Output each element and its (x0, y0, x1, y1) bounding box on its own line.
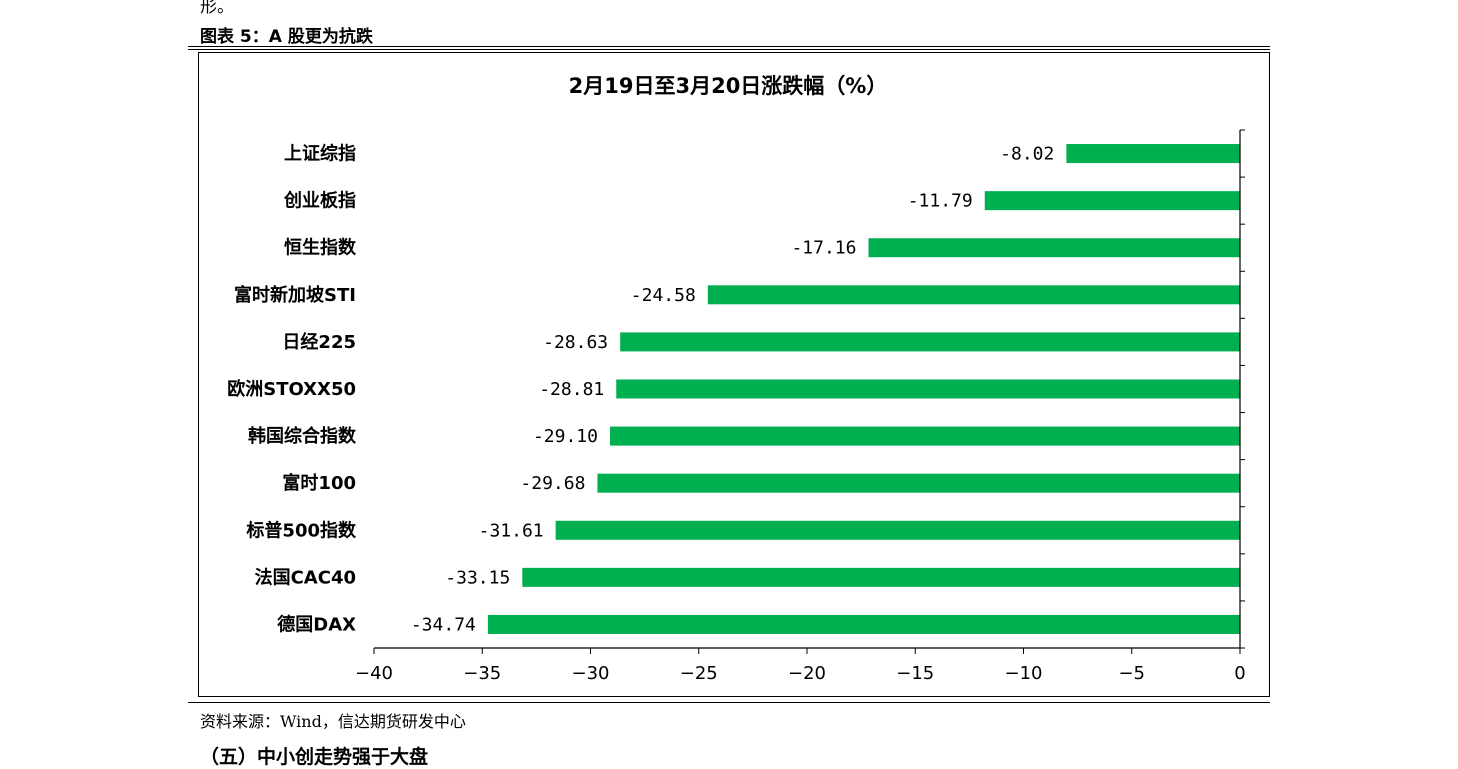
data-label: -8.02 (1000, 144, 1054, 165)
category-label: 欧洲STOXX50 (227, 378, 356, 400)
bar (984, 191, 1240, 211)
category-label: 日经225 (282, 331, 356, 353)
category-label: 创业板指 (283, 190, 356, 212)
x-tick-label: −15 (896, 663, 934, 684)
x-tick-label: −35 (463, 663, 501, 684)
category-label: 德国DAX (277, 613, 356, 635)
data-label: -29.10 (533, 426, 598, 447)
data-label: -24.58 (631, 285, 696, 306)
previous-paragraph-text: 形。 (200, 0, 234, 17)
category-label: 法国CAC40 (255, 566, 356, 588)
bar (555, 520, 1240, 540)
data-label: -17.16 (791, 238, 856, 259)
x-tick-label: −5 (1118, 663, 1145, 684)
category-label: 韩国综合指数 (248, 425, 357, 447)
bar (707, 285, 1240, 305)
bar (487, 614, 1240, 634)
data-label: -28.81 (539, 379, 604, 400)
top-rule-secondary (188, 49, 1270, 50)
data-label: -34.74 (411, 614, 476, 635)
data-label: -28.63 (543, 332, 608, 353)
category-label: 富时新加坡STI (234, 284, 356, 306)
bar (609, 426, 1240, 446)
bar (868, 238, 1240, 258)
x-tick-label: 0 (1234, 663, 1245, 684)
bar (597, 473, 1240, 493)
x-tick-label: −30 (572, 663, 610, 684)
bar (522, 567, 1240, 587)
data-label: -11.79 (908, 191, 973, 212)
chart-frame (198, 52, 1270, 697)
bar (1066, 144, 1240, 164)
category-label: 上证综指 (284, 143, 356, 165)
top-rule (188, 46, 1270, 47)
figure-title: 图表 5：A 股更为抗跌 (200, 27, 373, 47)
bar (620, 332, 1240, 352)
next-section-heading: （五）中小创走势强于大盘 (200, 746, 429, 768)
data-label: -29.68 (520, 473, 585, 494)
category-label: 恒生指数 (284, 237, 357, 259)
x-tick-label: −10 (1005, 663, 1043, 684)
chart-title: 2月19日至3月20日涨跌幅（%） (569, 74, 888, 98)
x-tick-label: −40 (355, 663, 393, 684)
category-label: 富时100 (282, 472, 356, 494)
x-tick-label: −20 (788, 663, 826, 684)
bottom-rule (188, 702, 1270, 703)
source-note: 资料来源：Wind，信达期货研发中心 (200, 712, 466, 731)
bar (616, 379, 1240, 399)
category-label: 标普500指数 (245, 519, 357, 541)
data-label: -31.61 (479, 520, 544, 541)
x-tick-label: −25 (680, 663, 718, 684)
data-label: -33.15 (445, 567, 510, 588)
